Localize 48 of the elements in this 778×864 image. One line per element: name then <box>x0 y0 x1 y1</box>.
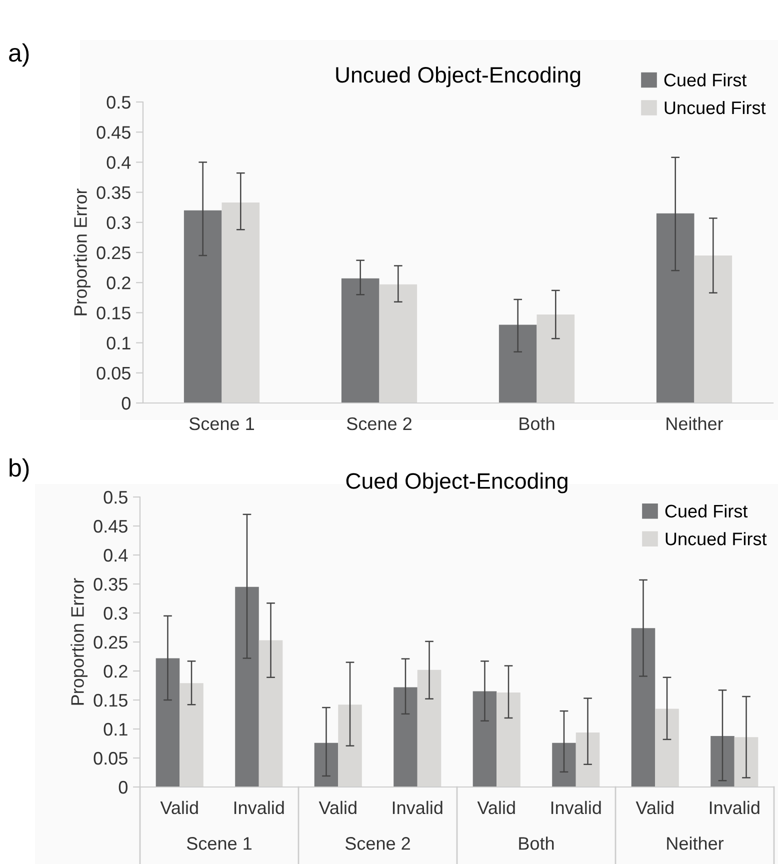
text: b) <box>10 458 29 482</box>
y-tick-label: 0.15 <box>94 694 128 707</box>
x-tick-label: Valid <box>636 800 674 814</box>
y-tick-label: 0.3 <box>104 606 128 620</box>
y-tick-label: 0.4 <box>104 548 128 562</box>
y-tick-label: 0.35 <box>94 578 128 591</box>
legend-label: Cued First <box>664 73 747 86</box>
y-tick-label: 0.4 <box>106 156 131 169</box>
x-tick-label: Valid <box>477 800 515 814</box>
text: Neither <box>667 836 724 850</box>
y-tick-label: 0.1 <box>106 336 130 350</box>
y-tick-label: 0 <box>122 396 130 410</box>
x-tick-label: Both <box>520 416 554 430</box>
y-tick-label: 0.1 <box>104 722 128 736</box>
x-tick-label: Valid <box>160 800 198 814</box>
x-tick-label: Scene 2 <box>346 417 412 430</box>
y-tick-label: 0.2 <box>106 276 130 290</box>
y-tick-label: 0.05 <box>96 366 130 380</box>
text: Scene 1 <box>186 837 252 850</box>
y-tick-label: 0.15 <box>96 306 130 320</box>
x-tick-label: Invalid <box>392 800 442 814</box>
y-tick-label: 0.45 <box>96 126 130 139</box>
legend-label: Uncued First <box>664 100 766 114</box>
x-tick-label: Invalid <box>710 800 760 814</box>
y-tick-label: 0.45 <box>94 520 128 533</box>
x-tick-label: Invalid <box>234 800 284 814</box>
text: Scene 2 <box>345 837 410 850</box>
y-tick-label: 0.2 <box>104 664 128 678</box>
y-tick-label: 0.3 <box>106 216 130 230</box>
y-axis-title: Proportion Error <box>74 188 90 316</box>
y-tick-label: 0.25 <box>94 636 128 649</box>
y-tick-label: 0 <box>118 780 128 794</box>
legend-label: Uncued First <box>666 532 767 546</box>
y-tick-label: 0.25 <box>96 246 130 260</box>
x-tick-label: Valid <box>318 800 356 814</box>
chart-title: Uncued Object-Encoding <box>336 66 580 88</box>
text: Both <box>519 836 554 850</box>
y-tick-label: 0.35 <box>96 186 130 200</box>
y-tick-label: 0.5 <box>106 96 130 109</box>
y-axis-title: Proportion Error <box>70 578 88 705</box>
text: a) <box>9 43 29 67</box>
x-tick-label: Scene 1 <box>189 417 254 430</box>
legend-label: Cued First <box>665 504 748 518</box>
x-tick-label: Invalid <box>551 800 601 814</box>
chart-title: Cued Object-Encoding <box>346 472 568 494</box>
y-tick-label: 0.5 <box>104 490 128 504</box>
x-tick-label: Neither <box>666 416 724 430</box>
y-tick-label: 0.05 <box>94 752 128 765</box>
